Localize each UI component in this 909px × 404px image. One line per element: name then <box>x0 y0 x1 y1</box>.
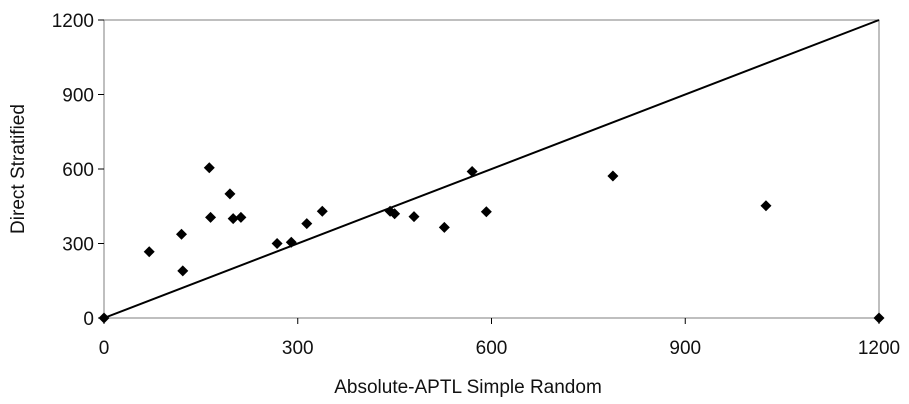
data-point <box>607 170 619 182</box>
data-point <box>301 218 313 230</box>
data-point <box>438 221 450 233</box>
x-axis-title: Absolute-APTL Simple Random <box>334 377 602 398</box>
x-tick-label: 300 <box>282 338 314 359</box>
y-tick-label: 900 <box>62 86 94 107</box>
y-axis-title: Direct Stratified <box>8 104 29 234</box>
data-point <box>466 165 478 177</box>
x-tick-label: 600 <box>476 338 508 359</box>
reference-line <box>103 19 880 319</box>
y-tick-label: 0 <box>83 309 94 330</box>
data-point <box>143 246 155 258</box>
y-tick-label: 1200 <box>52 11 94 32</box>
x-tick-label: 0 <box>99 338 110 359</box>
data-point <box>205 211 217 223</box>
y-tick-label: 600 <box>62 160 94 181</box>
data-point <box>389 208 401 220</box>
data-point <box>316 205 328 217</box>
data-point <box>408 211 420 223</box>
data-point <box>480 206 492 218</box>
data-point <box>235 211 247 223</box>
x-tick-label: 1200 <box>858 338 900 359</box>
data-point <box>224 188 236 200</box>
y-tick-label: 300 <box>62 235 94 256</box>
data-point <box>227 213 239 225</box>
data-point <box>271 238 283 249</box>
data-point <box>176 228 187 240</box>
x-tick-label: 900 <box>669 338 701 359</box>
data-point <box>203 162 215 174</box>
data-point <box>177 265 189 277</box>
data-point <box>760 200 772 212</box>
data-point <box>285 236 297 248</box>
